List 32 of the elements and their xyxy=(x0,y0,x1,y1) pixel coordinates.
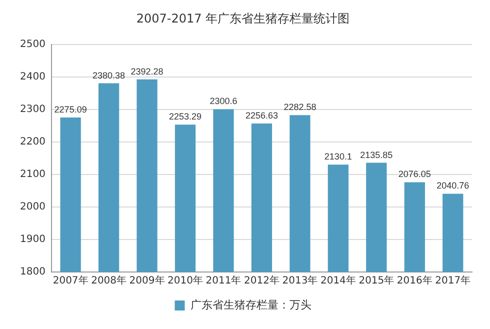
data-label: 2040.76 xyxy=(436,180,470,191)
x-tick-label: 2014年 xyxy=(320,274,356,287)
data-label: 2392.28 xyxy=(130,66,164,76)
x-tick-label: 2007年 xyxy=(52,274,88,287)
y-tick-label: 2400 xyxy=(20,72,46,83)
y-tick-label: 2100 xyxy=(20,169,46,180)
data-label: 2275.09 xyxy=(54,104,87,115)
y-tick-label: 2300 xyxy=(20,104,46,116)
data-label: 2380.38 xyxy=(92,70,126,80)
chart-title: 2007-2017 年广东省生猪存栏量统计图 xyxy=(136,11,350,26)
data-label: 2076.05 xyxy=(398,169,431,180)
y-tick-label: 1900 xyxy=(20,234,46,246)
data-label: 2256.63 xyxy=(245,110,278,121)
x-tick-label: 2017年 xyxy=(435,274,471,287)
y-tick-label: 1800 xyxy=(20,266,46,278)
x-tick-label: 2008年 xyxy=(91,274,127,287)
x-tick-label: 2013年 xyxy=(282,274,318,287)
x-tick-label: 2011年 xyxy=(206,274,242,287)
data-label: 2135.85 xyxy=(360,150,393,160)
data-label: 2253.29 xyxy=(168,112,202,122)
x-tick-label: 2010年 xyxy=(168,274,203,287)
x-tick-label: 2009年 xyxy=(129,274,165,287)
data-label: 2130.1 xyxy=(324,152,352,162)
data-label: 2282.58 xyxy=(284,102,316,112)
x-tick-label: 2012年 xyxy=(244,274,280,287)
x-tick-label: 2016年 xyxy=(396,274,432,287)
legend-label: 广东省生猪存栏量：万头 xyxy=(190,298,312,312)
y-tick-label: 2500 xyxy=(20,38,46,50)
y-tick-label: 2000 xyxy=(20,202,46,213)
data-label: 2300.6 xyxy=(210,96,238,106)
x-tick-label: 2015年 xyxy=(358,274,394,287)
y-tick-label: 2200 xyxy=(20,136,46,148)
